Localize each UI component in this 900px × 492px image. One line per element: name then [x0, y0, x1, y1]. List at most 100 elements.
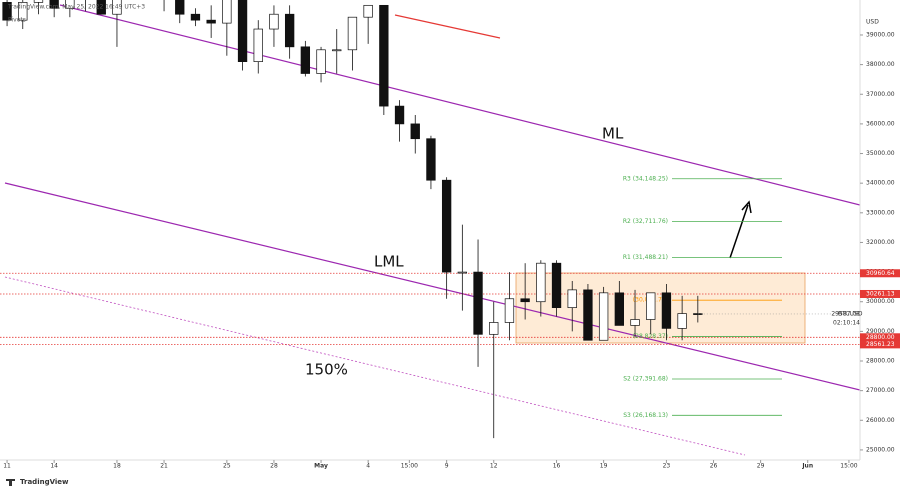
- candle-body: [284, 13, 295, 48]
- candle-body: [598, 292, 609, 341]
- x-tick-label: 26: [710, 463, 718, 470]
- candle-body: [206, 19, 216, 24]
- level-tag-label: 28561.23: [866, 341, 895, 348]
- candle-body: [661, 292, 672, 329]
- x-tick-label: 28: [270, 463, 278, 470]
- candle-body: [222, 0, 232, 24]
- candle-body: [520, 298, 530, 303]
- logo: [6, 479, 15, 486]
- candle-body: [567, 289, 577, 309]
- x-tick-label: 25: [223, 463, 231, 470]
- symbol: BTCUSD: [838, 311, 863, 318]
- pivot-label: S3 (26,168.13): [623, 412, 668, 419]
- candle-body: [175, 0, 185, 15]
- annotation: LML: [374, 253, 404, 271]
- candle-body: [269, 13, 279, 30]
- last-price-label: 29587.08: [831, 310, 860, 317]
- candle-body: [394, 105, 405, 125]
- x-tick-label: 19: [600, 463, 608, 470]
- median-line: [59, 4, 860, 206]
- y-tick-label: 38000.00: [866, 61, 895, 68]
- pivot-label: S2 (27,391.68): [623, 376, 668, 383]
- y-tick-label: 33000.00: [866, 209, 895, 216]
- x-tick-label: 14: [50, 463, 58, 470]
- range-box: [515, 272, 806, 344]
- candle-body: [33, 0, 44, 3]
- candle-body: [646, 292, 656, 320]
- pivot-label: R2 (32,711.76): [623, 218, 668, 225]
- x-tick-label: 23: [663, 463, 671, 470]
- candle-body: [49, 0, 59, 9]
- x-tick-label: 29: [757, 463, 765, 470]
- y-tick-label: 35000.00: [866, 150, 895, 157]
- candle-body: [504, 298, 515, 323]
- x-tick-label: 18: [113, 463, 121, 470]
- candle-body: [426, 138, 436, 181]
- y-tick-label: 34000.00: [866, 180, 895, 187]
- y-tick-label: 39000.00: [866, 31, 895, 38]
- level-tag-label: 30960.64: [866, 270, 895, 277]
- x-tick-label: 21: [160, 463, 168, 470]
- candle-body: [614, 292, 624, 326]
- level-tag: [860, 269, 900, 278]
- x-tick-label: 16: [553, 463, 561, 470]
- red-line: [394, 14, 501, 39]
- footer: TradingView: [20, 478, 69, 486]
- y-tick-label: 26000.00: [866, 417, 895, 424]
- candle-body: [489, 322, 499, 335]
- level-tag: [860, 333, 900, 342]
- candle-body: [441, 179, 452, 273]
- candle-body: [410, 123, 420, 140]
- y-tick-label: 28000.00: [866, 358, 895, 365]
- x-tick-label: 9: [445, 463, 449, 470]
- annotation: ML: [602, 125, 624, 143]
- candle-body: [190, 13, 201, 21]
- pivot-label: R1 (31,488.21): [623, 254, 668, 261]
- candle-body: [316, 49, 326, 74]
- candle-body: [473, 271, 483, 335]
- header: TradingView.com, May 25, 2022 16:49 UTC+…: [7, 4, 145, 11]
- candle-body: [347, 16, 358, 51]
- pivot-label: (28,828.37): [633, 333, 668, 340]
- y-axis-unit: USD: [866, 19, 879, 26]
- annotation: 150%: [305, 361, 348, 379]
- x-tick-label: Jun: [801, 463, 813, 470]
- candle-body: [551, 262, 562, 309]
- y-tick-label: 29000.00: [866, 328, 895, 335]
- indicator: Pivots: [8, 17, 26, 24]
- pivot-label: R3 (34,148.25): [623, 175, 668, 182]
- y-tick-label: 27000.00: [866, 387, 895, 394]
- candle-body: [457, 271, 468, 274]
- countdown: 02:10:14: [833, 320, 860, 327]
- x-tick-label: 12: [490, 463, 498, 470]
- candle-body: [96, 0, 106, 15]
- y-tick-label: 30000.00: [866, 298, 895, 305]
- candle-body: [112, 0, 122, 15]
- arrow: [729, 204, 749, 259]
- candle-body: [332, 49, 342, 52]
- level-tag-label: 30261.13: [866, 290, 895, 297]
- y-tick-label: 32000.00: [866, 239, 895, 246]
- extension-line: [4, 276, 746, 456]
- candle-body: [677, 313, 687, 329]
- candle-body: [2, 2, 12, 21]
- y-tick-label: 25000.00: [866, 446, 895, 453]
- level-tag: [860, 340, 900, 349]
- candle-body: [583, 289, 593, 341]
- level-tag: [860, 289, 900, 298]
- y-tick-label: 36000.00: [866, 120, 895, 127]
- x-tick-label: May: [314, 463, 328, 470]
- candle-body: [300, 46, 311, 74]
- candle-body: [237, 0, 248, 62]
- x-tick-label: 15:00: [401, 463, 418, 470]
- x-tick-label: 11: [3, 463, 11, 470]
- candle-body: [379, 4, 389, 107]
- candle-body: [363, 4, 373, 18]
- x-tick-label: 4: [366, 463, 370, 470]
- candle-body: [253, 28, 263, 62]
- arrow-head: [741, 200, 752, 214]
- candle-body: [693, 313, 703, 315]
- lower-median-line: [4, 182, 860, 391]
- candle-body: [18, 2, 28, 21]
